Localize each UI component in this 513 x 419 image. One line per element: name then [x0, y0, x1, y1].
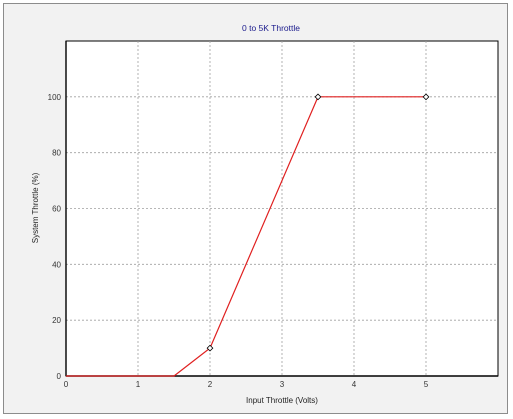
x-axis-title: Input Throttle (Volts) — [246, 396, 318, 405]
x-tick-label: 2 — [208, 380, 213, 389]
y-tick-label: 40 — [52, 260, 61, 269]
y-axis-title: System Throttle (%) — [31, 172, 40, 243]
x-tick-label: 3 — [280, 380, 285, 389]
y-tick-label: 100 — [48, 93, 62, 102]
x-tick-label: 5 — [424, 380, 429, 389]
y-tick-label: 0 — [57, 372, 62, 381]
x-tick-label: 4 — [352, 380, 357, 389]
y-tick-label: 80 — [52, 149, 61, 158]
y-tick-label: 20 — [52, 316, 61, 325]
chart-title: 0 to 5K Throttle — [242, 23, 300, 33]
x-tick-label: 1 — [136, 380, 141, 389]
x-tick-label: 0 — [64, 380, 69, 389]
tick-labels: 0 1 2 3 4 5 0 20 40 60 80 100 — [48, 93, 429, 389]
series — [66, 93, 430, 377]
y-tick-label: 60 — [52, 205, 61, 214]
data-point — [422, 93, 430, 101]
data-point — [206, 344, 214, 352]
data-point — [314, 93, 322, 101]
